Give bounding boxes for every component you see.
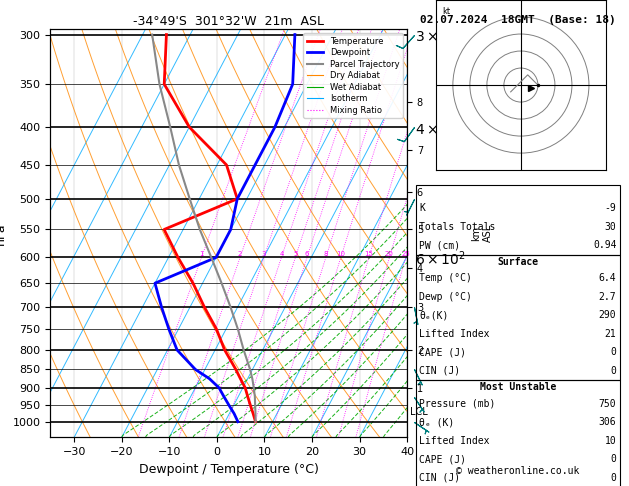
Text: Dewp (°C): Dewp (°C) bbox=[419, 292, 472, 302]
Text: CAPE (J): CAPE (J) bbox=[419, 347, 466, 357]
Text: CIN (J): CIN (J) bbox=[419, 473, 460, 483]
Text: 0: 0 bbox=[611, 473, 616, 483]
Title: -34°49'S  301°32'W  21m  ASL: -34°49'S 301°32'W 21m ASL bbox=[133, 15, 324, 28]
Text: 25: 25 bbox=[401, 251, 410, 258]
Text: Temp (°C): Temp (°C) bbox=[419, 274, 472, 283]
Text: 2: 2 bbox=[238, 251, 242, 258]
Text: 1: 1 bbox=[199, 251, 204, 258]
Y-axis label: km
ASL: km ASL bbox=[471, 224, 493, 243]
Text: K: K bbox=[419, 204, 425, 213]
Text: Totals Totals: Totals Totals bbox=[419, 222, 496, 232]
Text: 0: 0 bbox=[611, 347, 616, 357]
Text: θₑ(K): θₑ(K) bbox=[419, 311, 448, 320]
Y-axis label: hPa: hPa bbox=[0, 222, 7, 244]
Text: 20: 20 bbox=[385, 251, 394, 258]
Text: Lifted Index: Lifted Index bbox=[419, 329, 489, 339]
Text: 3: 3 bbox=[262, 251, 266, 258]
Text: 21: 21 bbox=[604, 329, 616, 339]
Text: 0: 0 bbox=[611, 366, 616, 376]
Text: 290: 290 bbox=[599, 311, 616, 320]
Text: kt: kt bbox=[443, 7, 451, 16]
Text: © weatheronline.co.uk: © weatheronline.co.uk bbox=[456, 466, 579, 476]
Text: 6: 6 bbox=[305, 251, 309, 258]
Text: LCL: LCL bbox=[409, 407, 427, 417]
Text: 4: 4 bbox=[279, 251, 284, 258]
Text: CAPE (J): CAPE (J) bbox=[419, 454, 466, 464]
Text: 10: 10 bbox=[337, 251, 345, 258]
Text: 750: 750 bbox=[599, 399, 616, 409]
Text: PW (cm): PW (cm) bbox=[419, 241, 460, 250]
Text: 5: 5 bbox=[293, 251, 298, 258]
Text: 30: 30 bbox=[604, 222, 616, 232]
X-axis label: Dewpoint / Temperature (°C): Dewpoint / Temperature (°C) bbox=[139, 463, 319, 476]
Text: 8: 8 bbox=[323, 251, 328, 258]
Text: -9: -9 bbox=[604, 204, 616, 213]
Text: 306: 306 bbox=[599, 417, 616, 427]
Text: Most Unstable: Most Unstable bbox=[479, 382, 556, 392]
Text: Surface: Surface bbox=[497, 257, 538, 267]
Text: 2.7: 2.7 bbox=[599, 292, 616, 302]
Text: 0: 0 bbox=[611, 454, 616, 464]
Text: 10: 10 bbox=[604, 436, 616, 446]
Text: 02.07.2024  18GMT  (Base: 18): 02.07.2024 18GMT (Base: 18) bbox=[420, 15, 616, 25]
Text: 0.94: 0.94 bbox=[593, 241, 616, 250]
Text: 6.4: 6.4 bbox=[599, 274, 616, 283]
Legend: Temperature, Dewpoint, Parcel Trajectory, Dry Adiabat, Wet Adiabat, Isotherm, Mi: Temperature, Dewpoint, Parcel Trajectory… bbox=[303, 34, 403, 118]
Text: Lifted Index: Lifted Index bbox=[419, 436, 489, 446]
Text: θₑ (K): θₑ (K) bbox=[419, 417, 454, 427]
Text: Pressure (mb): Pressure (mb) bbox=[419, 399, 496, 409]
Text: 15: 15 bbox=[364, 251, 374, 258]
Text: CIN (J): CIN (J) bbox=[419, 366, 460, 376]
